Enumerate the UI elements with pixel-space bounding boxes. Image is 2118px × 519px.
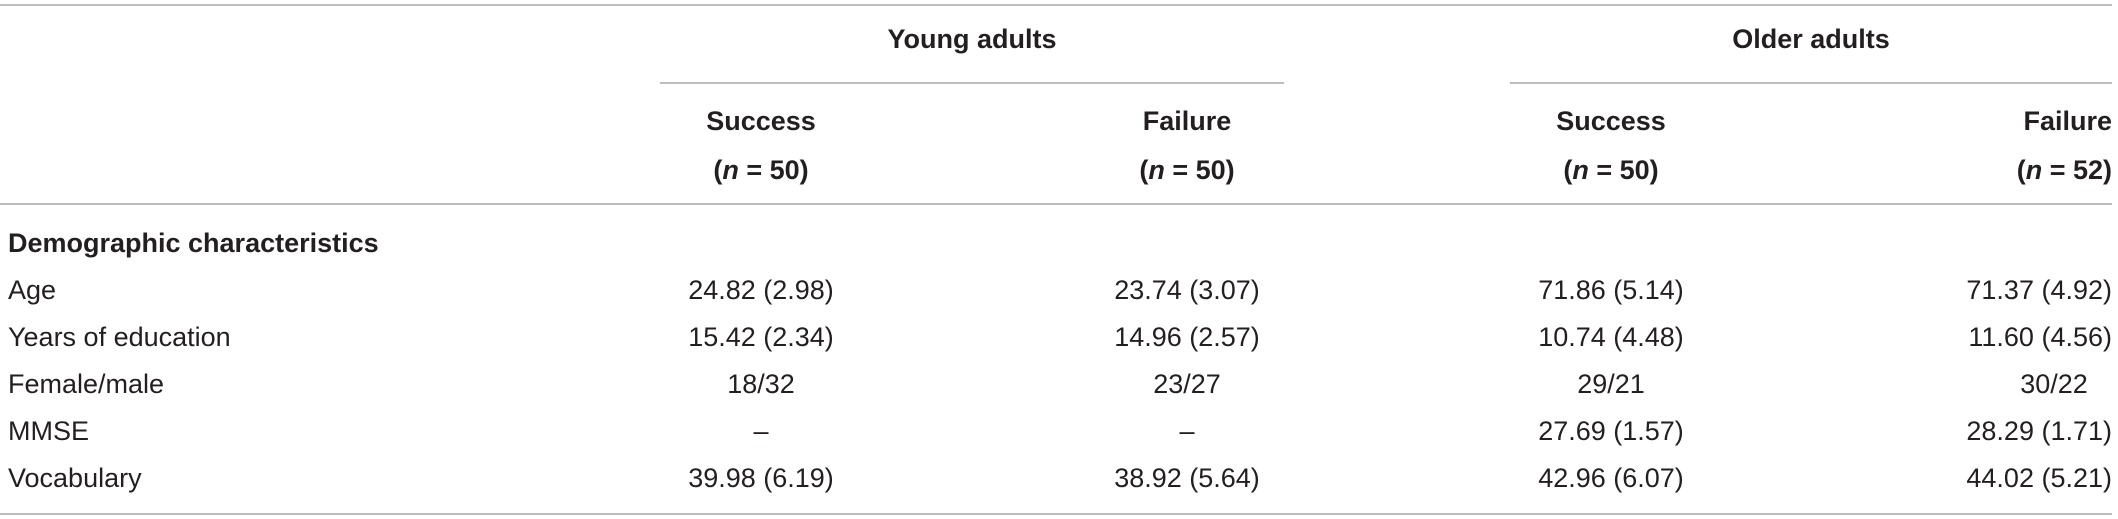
- table-cell: 71.37 (4.92): [1966, 275, 2112, 305]
- table-cell: 39.98 (6.19): [688, 463, 834, 493]
- table-cell: 29/21: [1577, 369, 1645, 399]
- row-label-female-male: Female/male: [8, 369, 165, 399]
- older-adults-group-rule: [1510, 82, 2112, 84]
- row-label-years-of-education: Years of education: [8, 322, 231, 352]
- column-header-young-failure: Failure: [1142, 106, 1232, 136]
- table-cell: –: [1179, 416, 1195, 446]
- table-cell: 23/27: [1153, 369, 1221, 399]
- table-top-rule: [0, 4, 2112, 6]
- table-cell: 10.74 (4.48): [1538, 322, 1684, 352]
- table-cell: 24.82 (2.98): [688, 275, 834, 305]
- group-header-young-adults: Young adults: [887, 24, 1057, 54]
- table-cell: 27.69 (1.57): [1538, 416, 1684, 446]
- table-cell: 30/22: [2020, 369, 2088, 399]
- column-header-older-success: Success: [1556, 106, 1666, 136]
- table-cell: 38.92 (5.64): [1114, 463, 1260, 493]
- column-n-older-failure: (n = 52): [2016, 155, 2112, 185]
- table-cell: 42.96 (6.07): [1538, 463, 1684, 493]
- column-n-young-failure: (n = 50): [1139, 155, 1235, 185]
- table-cell: 23.74 (3.07): [1114, 275, 1260, 305]
- table-cell: 28.29 (1.71): [1966, 416, 2112, 446]
- section-heading: Demographic characteristics: [8, 228, 379, 258]
- column-n-young-success: (n = 50): [713, 155, 809, 185]
- column-header-older-failure: Failure: [2023, 106, 2112, 136]
- table-cell: 44.02 (5.21): [1966, 463, 2112, 493]
- table-cell: 18/32: [727, 369, 795, 399]
- table-cell: 11.60 (4.56): [1968, 322, 2112, 352]
- row-label-vocabulary: Vocabulary: [8, 463, 142, 493]
- young-adults-group-rule: [660, 82, 1284, 84]
- column-n-older-success: (n = 50): [1563, 155, 1659, 185]
- row-label-mmse: MMSE: [8, 416, 89, 446]
- group-header-older-adults: Older adults: [1732, 24, 1890, 54]
- table-cell: 14.96 (2.57): [1114, 322, 1260, 352]
- row-label-age: Age: [8, 275, 57, 305]
- table-bottom-rule: [0, 513, 2112, 515]
- table-cell: –: [753, 416, 769, 446]
- table-cell: 71.86 (5.14): [1538, 275, 1684, 305]
- header-bottom-rule: [0, 203, 2112, 205]
- table-cell: 15.42 (2.34): [688, 322, 834, 352]
- column-header-young-success: Success: [706, 106, 816, 136]
